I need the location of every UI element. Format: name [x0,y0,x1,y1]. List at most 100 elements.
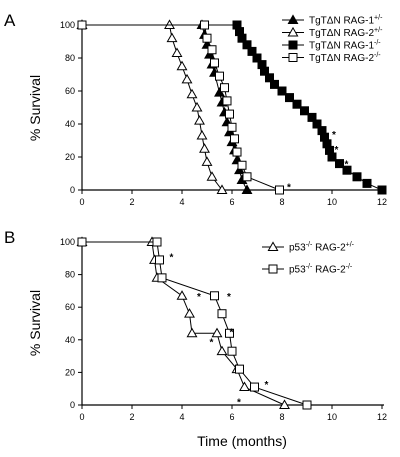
panel-a-x-tick-label: 12 [377,197,387,207]
panel-a-x-tick-label: 8 [279,197,284,207]
panel-a-data-point [181,73,193,84]
panel-b-legend-entry: p53-/- RAG-2+/- [262,241,355,254]
panel-a-series-2 [76,19,228,194]
panel-a-data-point [202,33,212,43]
legend-label: TgTΔN RAG-1-/- [309,40,381,52]
panel-a-data-point [237,160,247,170]
panel-a-data-point [307,112,317,122]
panel-a-data-point [335,159,344,169]
panel-a-data-point [230,134,239,144]
panel-b-y-tick-label: 40 [65,335,75,345]
panel-b-y-tick-label: 20 [65,367,75,377]
panel-a-data-point [260,66,269,76]
legend-marker [288,40,298,50]
panel-a-series-1 [76,19,253,194]
panel-a-data-point [164,19,175,29]
panel-b-data-point [184,308,195,318]
panel-b-data-point [210,291,219,301]
panel-a-data-point [232,147,242,157]
panel-a-significance-marker: * [335,145,339,156]
panel-b-x-tick-label: 12 [377,412,387,422]
panel-a-data-point [210,58,219,68]
panel-a-x-tick-label: 4 [179,197,184,207]
panel-b-x-tick-label: 6 [229,412,234,422]
panel-a-series-line [82,24,248,191]
panel-a-significance-marker: * [332,130,336,141]
panel-a-y-tick-label: 40 [65,119,75,129]
panel-a-series-4 [77,20,284,195]
panel-a-y-axis-title: % Survival [27,75,43,141]
panel-a-data-point [312,119,322,129]
panel-a-x-tick-label: 2 [129,197,134,207]
panel-b-significance-marker: * [230,328,234,339]
legend-marker [287,14,299,24]
panel-a-data-point [200,20,209,30]
legend-marker [267,241,279,251]
panel-a-data-point [77,20,87,30]
panel-a-data-point [199,143,210,153]
panel-b-data-point [211,327,223,338]
panel-a-data-point [191,101,203,112]
panel-b-series-2 [77,237,312,410]
panel-b-x-tick-label: 2 [129,412,134,422]
panel-b-data-point [77,237,87,247]
legend-marker [288,53,298,62]
panel-a-legend-entry: TgTΔN RAG-2+/- [282,26,383,39]
panel-a-data-point [270,79,279,89]
panel-b-significance-marker: * [237,398,241,409]
panel-b-letter: B [4,228,15,247]
legend-label: p53-/- RAG-2+/- [289,242,355,254]
panel-a-x-tick-label: 10 [327,197,337,207]
panel-a-data-point [237,33,247,43]
panel-a-significance-marker: * [210,52,214,63]
panel-a-data-point [207,45,217,55]
panel-b-y-tick-label: 100 [60,237,75,247]
panel-a-data-point [171,47,183,57]
panel-a-data-point [300,106,309,116]
panel-a: A % Survival 0 20 40 60 80 100 0 2 4 6 8 10 12 * * * * * T… [4,11,387,207]
panel-b-data-point [227,346,237,356]
panel-b-x-tick-label: 0 [79,412,84,422]
panel-a-data-point [201,156,213,166]
panel-b-significance-marker: * [227,292,231,303]
panel-a-legend-entry: TgTΔN RAG-1-/- [282,40,381,52]
panel-a-data-point [247,46,257,56]
legend-label: p53-/- RAG-2-/- [289,264,353,276]
panel-b-significance-marker: * [170,253,174,264]
panel-b-data-point [155,255,164,265]
panel-a-y-tick-label: 80 [65,53,75,63]
panel-a-y-tick-label: 100 [60,20,75,30]
panel-b-significance-marker: * [265,380,269,391]
panel-a-y-tick-label: 60 [65,86,75,96]
panel-a-significance-marker: * [345,160,349,171]
legend-marker [287,26,299,37]
panel-a-data-point [362,178,372,188]
panel-a-data-point [220,83,229,93]
panel-a-data-point [377,185,387,195]
panel-b-y-axis-title: % Survival [27,290,43,356]
panel-a-x-tick-label: 6 [229,197,234,207]
panel-a-data-point [216,184,228,194]
panel-a-x-tick-label: 0 [79,197,84,207]
panel-b-y-tick-label: 60 [65,302,75,312]
legend-label: TgTΔN RAG-2+/- [309,27,383,39]
legend-marker [268,264,278,274]
panel-b-significance-marker: * [210,337,214,348]
panel-a-data-point [342,165,352,175]
panel-b-data-point [216,345,228,356]
panel-b-data-point [225,328,234,338]
legend-label: TgTΔN RAG-2-/- [309,52,381,64]
panel-a-data-point [194,115,205,125]
panel-a-data-point [265,73,274,83]
panel-b-data-point [176,290,188,300]
panel-a-legend: TgTΔN RAG-1+/-TgTΔN RAG-2+/-TgTΔN RAG-1-… [282,14,383,64]
x-axis-title: Time (months) [197,433,287,449]
legend-label: TgTΔN RAG-1+/- [309,15,383,27]
panel-a-data-point [166,32,178,43]
panel-b-data-point [302,400,312,410]
panel-a-data-point [327,152,337,162]
panel-b-legend: p53-/- RAG-2+/- p53-/- RAG-2-/- [262,241,355,276]
panel-a-data-point [186,88,198,99]
panel-b-x-tick-label: 8 [279,412,284,422]
